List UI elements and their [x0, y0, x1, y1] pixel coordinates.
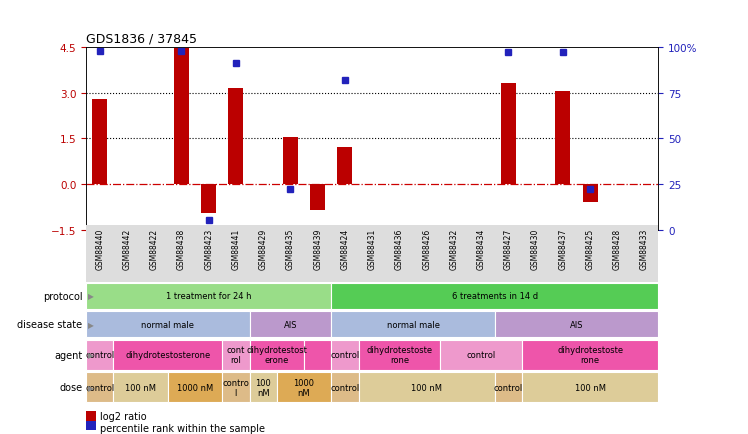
Bar: [494, 372, 522, 402]
Bar: [250, 312, 331, 337]
Text: dihydrotestoste
rone: dihydrotestoste rone: [367, 345, 432, 365]
Text: GSM88429: GSM88429: [259, 228, 268, 270]
Bar: [92, 99, 107, 184]
Text: GSM88440: GSM88440: [95, 228, 104, 270]
Text: GSM88433: GSM88433: [640, 228, 649, 270]
Text: percentile rank within the sample: percentile rank within the sample: [100, 423, 266, 433]
Text: GSM88430: GSM88430: [531, 228, 540, 270]
Text: control: control: [331, 350, 360, 359]
Text: GSM88427: GSM88427: [504, 228, 513, 270]
Bar: [168, 372, 222, 402]
Bar: [250, 340, 304, 370]
Bar: [174, 49, 189, 184]
Text: control: control: [85, 350, 114, 359]
Bar: [337, 148, 352, 184]
Text: 100 nM: 100 nM: [125, 383, 156, 392]
Text: 6 treatments in 14 d: 6 treatments in 14 d: [452, 292, 538, 301]
Text: agent: agent: [54, 350, 82, 360]
Text: 1 treatment for 24 h: 1 treatment for 24 h: [166, 292, 251, 301]
Bar: [494, 312, 658, 337]
Bar: [583, 184, 598, 203]
Text: 100
nM: 100 nM: [255, 378, 271, 397]
Bar: [522, 372, 658, 402]
Text: 100 nM: 100 nM: [574, 383, 606, 392]
Text: GSM88437: GSM88437: [558, 228, 568, 270]
Text: GSM88422: GSM88422: [150, 228, 159, 270]
Text: control: control: [85, 383, 114, 392]
Text: ▶: ▶: [88, 292, 94, 301]
Text: 1000 nM: 1000 nM: [177, 383, 213, 392]
Bar: [331, 283, 658, 309]
Bar: [277, 372, 331, 402]
Text: GSM88435: GSM88435: [286, 228, 295, 270]
Bar: [358, 340, 441, 370]
Text: cont
rol: cont rol: [227, 345, 245, 365]
Bar: [522, 340, 658, 370]
Bar: [86, 312, 250, 337]
Text: AIS: AIS: [570, 320, 583, 329]
Text: GDS1836 / 37845: GDS1836 / 37845: [86, 32, 197, 45]
Bar: [113, 372, 168, 402]
Text: GSM88439: GSM88439: [313, 228, 322, 270]
Text: protocol: protocol: [43, 291, 82, 301]
Bar: [113, 340, 222, 370]
Text: ▶: ▶: [88, 383, 94, 392]
Bar: [86, 372, 113, 402]
Text: GSM88442: GSM88442: [123, 228, 132, 270]
Text: GSM88423: GSM88423: [204, 228, 213, 270]
Text: dose: dose: [59, 382, 82, 392]
Text: GSM88436: GSM88436: [395, 228, 404, 270]
Bar: [331, 340, 358, 370]
Bar: [441, 340, 522, 370]
Text: contro
l: contro l: [222, 378, 249, 397]
Text: disease state: disease state: [17, 319, 82, 329]
Bar: [86, 421, 96, 432]
Text: log2 ratio: log2 ratio: [100, 411, 147, 421]
Text: control: control: [467, 350, 496, 359]
Text: GSM88434: GSM88434: [476, 228, 485, 270]
Bar: [86, 340, 113, 370]
Text: control: control: [494, 383, 523, 392]
Text: GSM88425: GSM88425: [586, 228, 595, 270]
Bar: [283, 137, 298, 184]
Bar: [222, 340, 250, 370]
Text: GSM88426: GSM88426: [422, 228, 431, 270]
Bar: [304, 340, 331, 370]
Bar: [86, 411, 96, 421]
Text: dihydrotestoste
rone: dihydrotestoste rone: [557, 345, 623, 365]
Text: GSM88424: GSM88424: [340, 228, 349, 270]
Bar: [358, 372, 494, 402]
Text: normal male: normal male: [387, 320, 440, 329]
Bar: [222, 372, 250, 402]
Bar: [201, 184, 216, 213]
Text: ▶: ▶: [88, 350, 94, 359]
Bar: [86, 283, 331, 309]
Text: GSM88431: GSM88431: [367, 228, 377, 270]
Bar: [228, 89, 243, 184]
Text: AIS: AIS: [283, 320, 297, 329]
Text: normal male: normal male: [141, 320, 194, 329]
Text: GSM88432: GSM88432: [450, 228, 459, 270]
Text: dihydrotestosterone: dihydrotestosterone: [125, 350, 210, 359]
Text: GSM88428: GSM88428: [613, 228, 622, 270]
Bar: [501, 84, 516, 184]
Bar: [250, 372, 277, 402]
Text: 1000
nM: 1000 nM: [293, 378, 314, 397]
Text: ▶: ▶: [88, 320, 94, 329]
Text: dihydrotestost
erone: dihydrotestost erone: [246, 345, 307, 365]
Text: 100 nM: 100 nM: [411, 383, 442, 392]
Text: GSM88441: GSM88441: [231, 228, 240, 270]
Text: GSM88438: GSM88438: [177, 228, 186, 270]
Bar: [310, 184, 325, 210]
Text: control: control: [331, 383, 360, 392]
Bar: [331, 372, 358, 402]
Bar: [331, 312, 494, 337]
Bar: [555, 92, 571, 184]
